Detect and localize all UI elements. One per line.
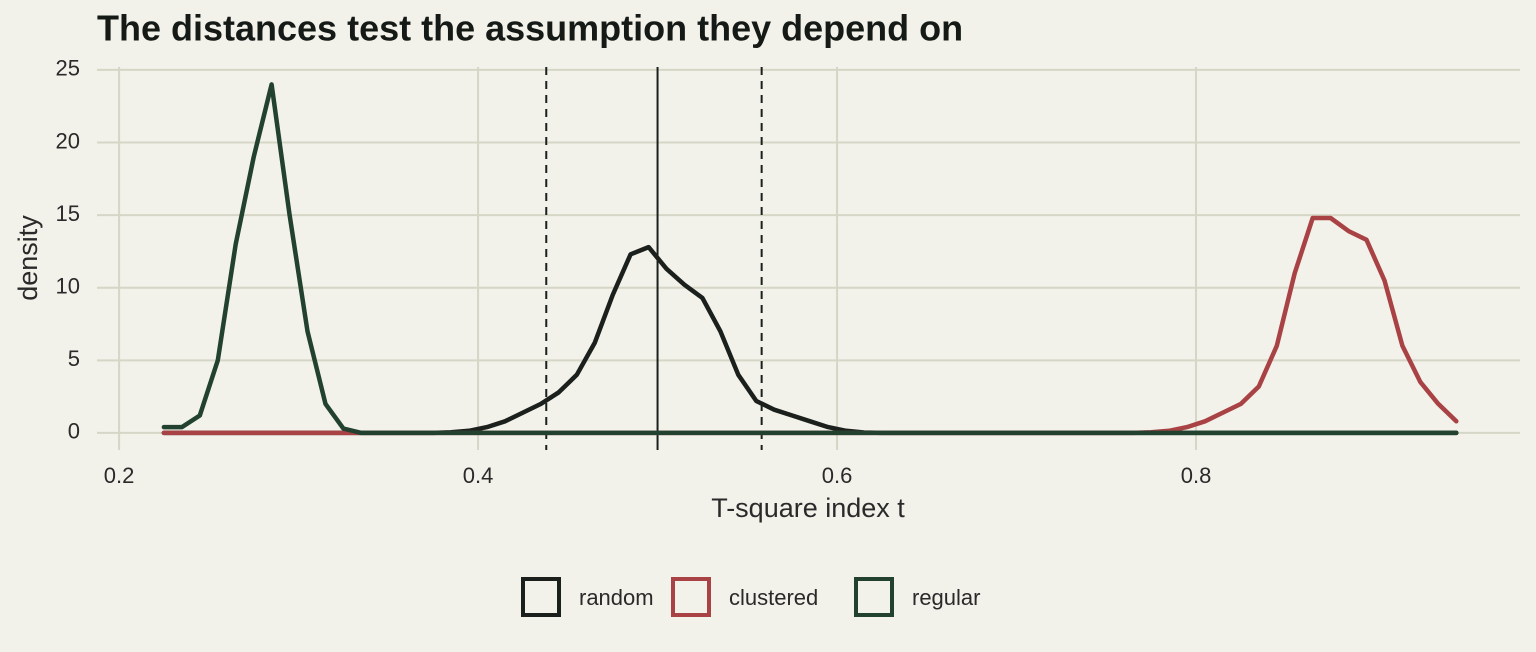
x-tick-label: 0.2: [104, 463, 135, 488]
chart-title: The distances test the assumption they d…: [97, 8, 963, 49]
legend-swatch: [671, 577, 711, 617]
x-axis-label: T-square index t: [711, 493, 905, 523]
x-tick-label: 0.8: [1181, 463, 1212, 488]
y-tick-label: 15: [56, 201, 80, 226]
legend-label: clustered: [729, 585, 818, 610]
x-tick-label: 0.4: [463, 463, 494, 488]
legend-label: random: [579, 585, 654, 610]
density-line: [161, 82, 1459, 436]
legend-swatch: [521, 577, 561, 617]
y-tick-label: 20: [56, 128, 80, 153]
x-tick-label: 0.6: [822, 463, 853, 488]
y-axis-label: density: [13, 215, 43, 301]
legend-swatch: [854, 577, 894, 617]
y-tick-label: 0: [68, 419, 80, 444]
y-tick-label: 10: [56, 274, 80, 299]
y-tick-label: 25: [56, 56, 80, 81]
legend-label: regular: [912, 585, 980, 610]
y-tick-label: 5: [68, 346, 80, 371]
